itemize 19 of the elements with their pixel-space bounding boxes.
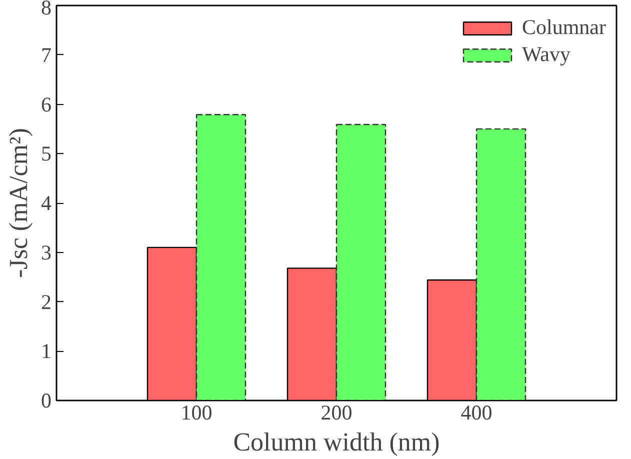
x-tick-label: 200 [320, 400, 352, 424]
y-tick-label: 1 [41, 339, 52, 364]
legend-label: Wavy [522, 42, 570, 67]
legend-label: Columnar [522, 15, 606, 40]
bar [336, 124, 386, 400]
y-tick-label: 7 [41, 42, 52, 67]
x-tick-label: 100 [180, 400, 212, 424]
y-tick-label: 0 [41, 388, 52, 412]
x-tick-label: 400 [460, 400, 492, 424]
y-tick-label: 5 [41, 142, 52, 166]
x-axis-title: Column width (nm) [233, 428, 440, 456]
y-tick-label: 8 [41, 0, 52, 20]
y-tick-label: 3 [41, 240, 52, 264]
y-tick-label: 6 [41, 92, 52, 116]
bar [196, 114, 246, 400]
y-tick-label: 4 [41, 191, 52, 215]
bar [476, 128, 526, 400]
y-axis-title: -Jsc (mA/cm²) [4, 128, 33, 278]
y-tick-label: 2 [41, 290, 52, 314]
